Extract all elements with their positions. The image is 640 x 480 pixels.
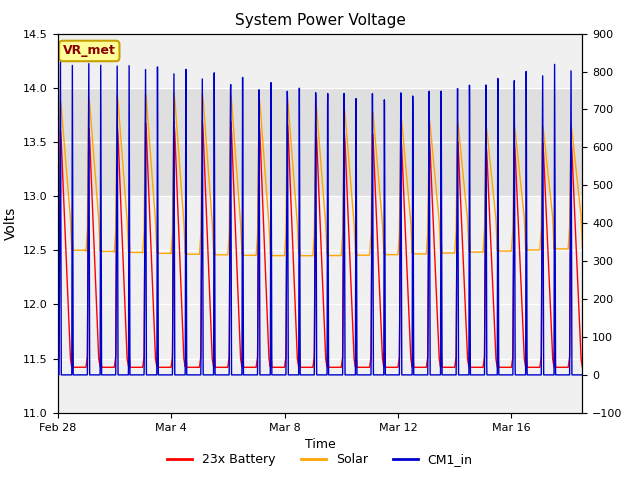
Y-axis label: Volts: Volts: [4, 206, 17, 240]
Title: System Power Voltage: System Power Voltage: [235, 13, 405, 28]
Legend: 23x Battery, Solar, CM1_in: 23x Battery, Solar, CM1_in: [163, 448, 477, 471]
Bar: [58, 88, 582, 196]
X-axis label: Time: Time: [305, 438, 335, 451]
Text: VR_met: VR_met: [63, 45, 116, 58]
